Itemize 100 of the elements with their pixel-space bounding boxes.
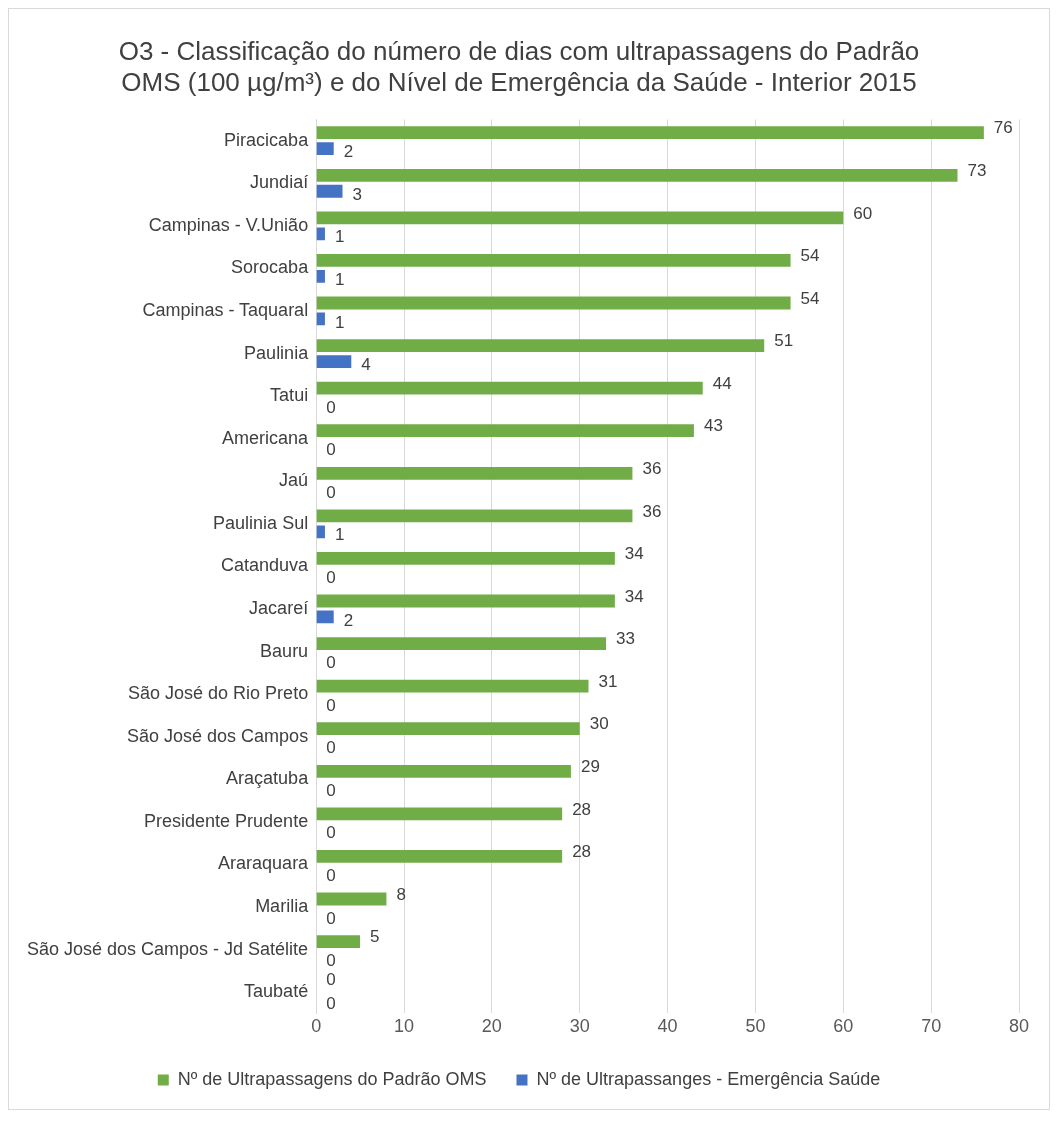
data-label: 0 (326, 951, 336, 971)
data-label: 5 (370, 927, 380, 947)
x-tick-label: 0 (311, 1016, 322, 1037)
data-label: 2 (343, 142, 354, 162)
bar (316, 126, 984, 140)
bar (316, 594, 615, 608)
bar (316, 892, 387, 906)
bar (316, 509, 633, 523)
legend-label: Nº de Ultrapassanges - Emergência Saúde (536, 1068, 881, 1089)
bar (316, 850, 563, 863)
data-label: 1 (334, 525, 345, 545)
data-label: 29 (580, 756, 600, 776)
bar (316, 807, 563, 821)
y-tick-label: São José do Rio Preto (128, 683, 309, 704)
bar (316, 227, 325, 241)
x-tick-label: 30 (569, 1016, 590, 1037)
bar (316, 466, 633, 480)
data-label: 44 (712, 373, 732, 393)
data-label: 4 (361, 355, 371, 375)
bar (316, 211, 844, 225)
bar (316, 552, 615, 565)
y-tick-label: Tatui (270, 385, 309, 406)
y-tick-label: Catanduva (221, 555, 310, 576)
data-label: 0 (326, 482, 336, 502)
data-label: 0 (326, 969, 336, 989)
bar (316, 312, 325, 326)
bar (316, 296, 791, 310)
x-tick-label: 70 (921, 1016, 942, 1037)
bar (316, 935, 361, 948)
data-label: 36 (642, 501, 662, 521)
bar (316, 424, 694, 438)
data-label: 1 (334, 270, 345, 290)
data-label: 36 (642, 458, 662, 478)
data-label: 54 (800, 246, 820, 266)
bar (316, 270, 325, 283)
data-label: 60 (853, 203, 873, 223)
y-tick-label: Marilia (255, 895, 310, 916)
y-tick-label: Araraquara (218, 853, 310, 874)
y-tick-label: Paulinia Sul (213, 512, 309, 533)
bar (316, 525, 325, 539)
data-label: 51 (774, 331, 794, 351)
bar (316, 254, 791, 267)
data-label: 1 (334, 312, 345, 332)
data-label: 2 (343, 610, 354, 630)
data-label: 0 (326, 568, 336, 588)
data-label: 28 (572, 842, 592, 862)
bar (316, 764, 571, 778)
y-tick-label: Campinas - Taquaral (142, 299, 309, 320)
bar (316, 142, 334, 156)
data-label: 34 (624, 586, 644, 606)
y-tick-label: Jaú (279, 470, 309, 491)
y-tick-label: Americana (222, 427, 310, 448)
y-tick-label: São José dos Campos - Jd Satélite (26, 938, 309, 959)
data-label: 0 (326, 653, 336, 673)
bar (316, 722, 580, 736)
y-tick-label: Jacareí (249, 597, 309, 618)
data-label: 1 (334, 227, 345, 247)
chart-title: O3 - Classificação do número de dias com ultrapassagens do Padrão OMS (100 µg/m³) e do Nível de Emergência da Saúde - Interior 2015 (118, 35, 920, 97)
x-tick-label: 50 (745, 1016, 766, 1037)
data-label: 28 (572, 799, 592, 819)
bar (316, 381, 703, 395)
data-label: 0 (326, 440, 336, 460)
bar (316, 168, 958, 182)
data-label: 54 (800, 288, 820, 308)
y-tick-label: Presidente Prudente (144, 810, 309, 831)
bar (316, 610, 334, 624)
data-label: 0 (326, 866, 336, 886)
data-label: 0 (326, 993, 336, 1013)
legend-label: Nº de Ultrapassagens do Padrão OMS (177, 1068, 487, 1089)
x-tick-label: 60 (833, 1016, 854, 1037)
data-label: 0 (326, 738, 336, 758)
y-tick-label: Bauru (260, 640, 309, 661)
y-tick-label: Paulinia (244, 342, 310, 363)
data-label: 0 (326, 908, 336, 928)
x-tick-label: 80 (1008, 1016, 1030, 1037)
data-label: 3 (352, 184, 362, 204)
bar (316, 679, 589, 693)
y-tick-label: Campinas - V.União (148, 214, 309, 235)
x-tick-label: 10 (393, 1016, 415, 1037)
data-label: 0 (326, 823, 336, 843)
y-tick-label: Jundiaí (250, 172, 309, 193)
x-tick-label: 40 (657, 1016, 678, 1037)
x-tick-label: 20 (481, 1016, 502, 1037)
y-tick-label: São José dos Campos (127, 725, 309, 746)
data-label: 8 (396, 884, 406, 904)
data-label: 34 (624, 544, 644, 564)
y-tick-label: Araçatuba (226, 768, 310, 789)
bar (316, 339, 765, 352)
data-label: 0 (326, 397, 336, 417)
data-label: 73 (967, 160, 987, 180)
y-tick-label: Piracicaba (224, 129, 310, 150)
data-label: 43 (703, 416, 723, 436)
bar (316, 355, 352, 368)
y-tick-label: Sorocaba (231, 257, 310, 278)
data-label: 33 (616, 629, 635, 649)
data-label: 0 (326, 695, 336, 715)
bar (316, 184, 343, 198)
y-tick-label: Taubaté (244, 981, 309, 1002)
bar (316, 637, 607, 650)
data-label: 31 (598, 671, 618, 691)
